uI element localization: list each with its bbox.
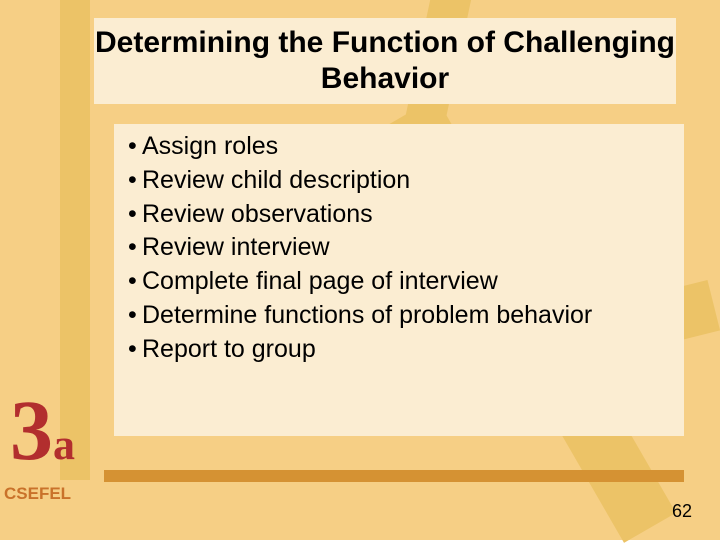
bullet-item: •Complete final page of interview	[128, 265, 674, 299]
footer-left: CSEFEL	[4, 484, 71, 504]
module-number-main: 3	[10, 382, 53, 478]
bullet-text: Report to group	[142, 335, 316, 363]
module-number: 3a	[10, 387, 75, 473]
module-number-sub: a	[53, 420, 75, 469]
bullet-icon: •	[128, 333, 142, 367]
bullet-text: Review interview	[142, 233, 330, 261]
bullet-item: •Report to group	[128, 333, 674, 367]
bullet-item: •Review interview	[128, 231, 674, 265]
bullet-text: Determine functions of problem behavior	[142, 301, 592, 329]
bullet-item: •Assign roles	[128, 130, 674, 164]
bullet-text: Review child description	[142, 166, 410, 194]
bullet-icon: •	[128, 265, 142, 299]
slide: Determining the Function of Challenging …	[0, 0, 720, 540]
footer-underline	[104, 470, 684, 482]
bullet-icon: •	[128, 130, 142, 164]
bullet-item: •Determine functions of problem behavior	[128, 299, 674, 333]
bullet-icon: •	[128, 198, 142, 232]
bullet-text: Review observations	[142, 200, 373, 228]
slide-title-text: Determining the Function of Challenging …	[94, 25, 676, 97]
bullet-icon: •	[128, 164, 142, 198]
page-number: 62	[672, 501, 692, 522]
bullet-icon: •	[128, 299, 142, 333]
bullet-icon: •	[128, 231, 142, 265]
bullet-item: •Review child description	[128, 164, 674, 198]
content-box: •Assign roles•Review child description•R…	[114, 124, 684, 436]
slide-title: Determining the Function of Challenging …	[94, 18, 676, 104]
bullet-text: Assign roles	[142, 132, 278, 160]
bullet-text: Complete final page of interview	[142, 267, 498, 295]
bullet-item: •Review observations	[128, 198, 674, 232]
